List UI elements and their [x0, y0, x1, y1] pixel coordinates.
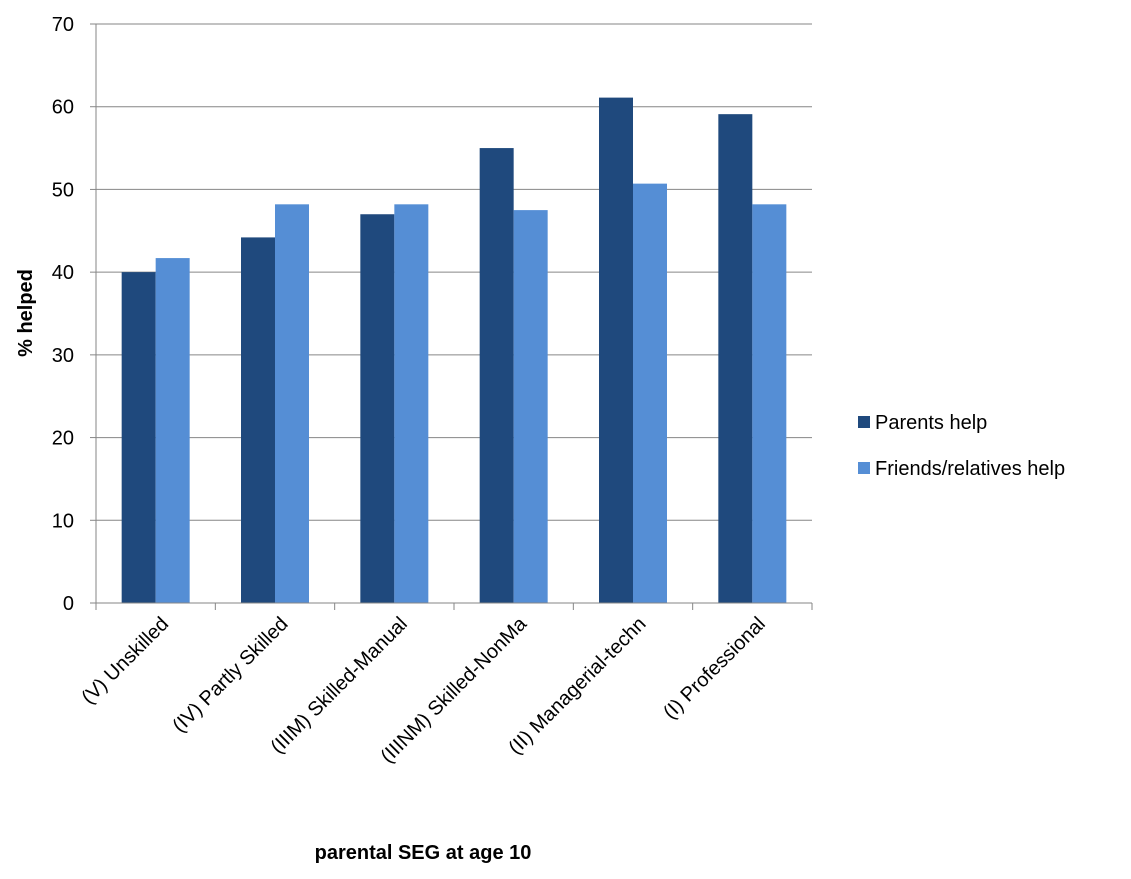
y-tick-label: 0: [63, 593, 74, 615]
legend-label: Friends/relatives help: [875, 458, 1065, 480]
y-tick-label: 70: [52, 14, 74, 36]
y-tick-label: 60: [52, 97, 74, 119]
bar-parents-help: [718, 114, 753, 603]
x-tick-label: (IIIM) Skilled-Manual: [267, 613, 412, 758]
bar-friends-relatives-help: [275, 204, 309, 603]
bar-parents-help: [599, 97, 633, 603]
bar-friends-relatives-help: [633, 183, 667, 604]
bars: [121, 97, 787, 604]
y-tick-labels: 0 10 20 30 40 50 60 70: [52, 14, 74, 615]
bar-parents-help: [121, 272, 156, 603]
x-tick-label: (I) Professional: [659, 613, 770, 724]
legend-swatch: [858, 462, 870, 474]
x-tick-label: (V) Unskilled: [77, 613, 173, 709]
y-tick-label: 20: [52, 428, 74, 450]
bar-friends-relatives-help: [394, 204, 429, 603]
bar-parents-help: [479, 148, 514, 604]
bar-friends-relatives-help: [513, 210, 548, 603]
y-tick-label: 30: [52, 345, 74, 367]
bar-parents-help: [241, 237, 275, 603]
x-axis-title: parental SEG at age 10: [315, 842, 532, 864]
gridlines: [96, 23, 812, 521]
legend-swatch: [858, 416, 870, 428]
y-tick-label: 40: [52, 262, 74, 284]
bar-friends-relatives-help: [752, 204, 787, 603]
bar-parents-help: [360, 214, 395, 603]
legend: Parents help Friends/relatives help: [858, 412, 1065, 480]
legend-label: Parents help: [875, 412, 987, 434]
x-tick-labels: (V) Unskilled(IV) Partly Skilled(IIIM) S…: [77, 612, 769, 767]
y-tick-label: 50: [52, 179, 74, 201]
x-tick-label: (IV) Partly Skilled: [169, 613, 293, 737]
x-tick-label: (II) Managerial-techn: [504, 613, 650, 759]
bar-friends-relatives-help: [155, 258, 190, 603]
axes: [90, 23, 813, 610]
y-tick-label: 10: [52, 510, 74, 532]
y-axis-title: % helped: [15, 269, 37, 357]
